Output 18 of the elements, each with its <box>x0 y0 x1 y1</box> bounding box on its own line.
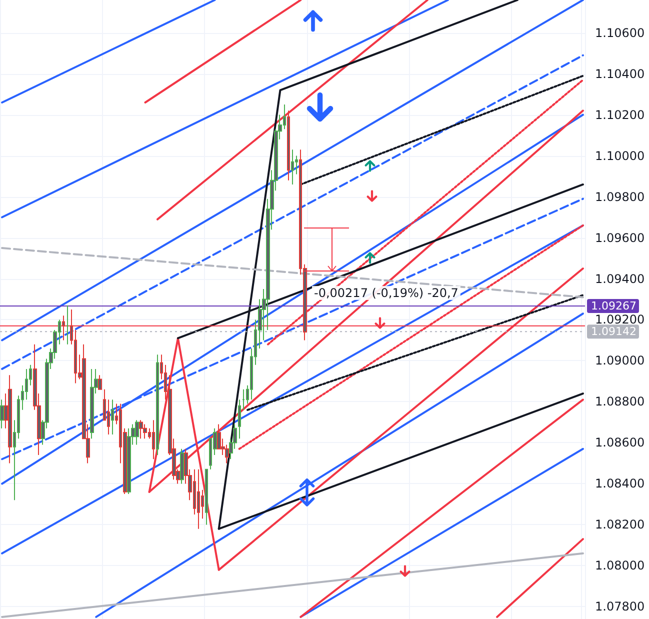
y-tick-label: 1.10400 <box>595 66 645 81</box>
y-tick-label: 1.08800 <box>595 394 645 409</box>
y-tick-label: 1.08200 <box>595 518 645 532</box>
y-tick-label: 1.09600 <box>595 230 645 245</box>
y-tick-label: 1.09400 <box>595 272 645 286</box>
y-tick-label: 1.10000 <box>595 148 645 163</box>
y-tick-label: 1.10600 <box>595 26 645 40</box>
y-tick-label: 1.08400 <box>595 476 645 491</box>
y-tick-label: 1.09000 <box>595 354 645 368</box>
annotation: -0,00217 (-0,19%) -20,7 <box>314 286 458 300</box>
y-tick-label: 1.09200 <box>595 312 645 327</box>
y-tick-label: 1.09800 <box>595 190 645 204</box>
y-tick-label: 1.08600 <box>595 436 645 450</box>
y-tick-label: 1.07800 <box>595 600 645 614</box>
y-tick-label: 1.10200 <box>595 108 645 122</box>
ref-line-label: 1.09142 <box>591 325 636 338</box>
y-tick-label: 1.08000 <box>595 558 645 573</box>
ref-line-label: 1.09267 <box>591 300 636 313</box>
